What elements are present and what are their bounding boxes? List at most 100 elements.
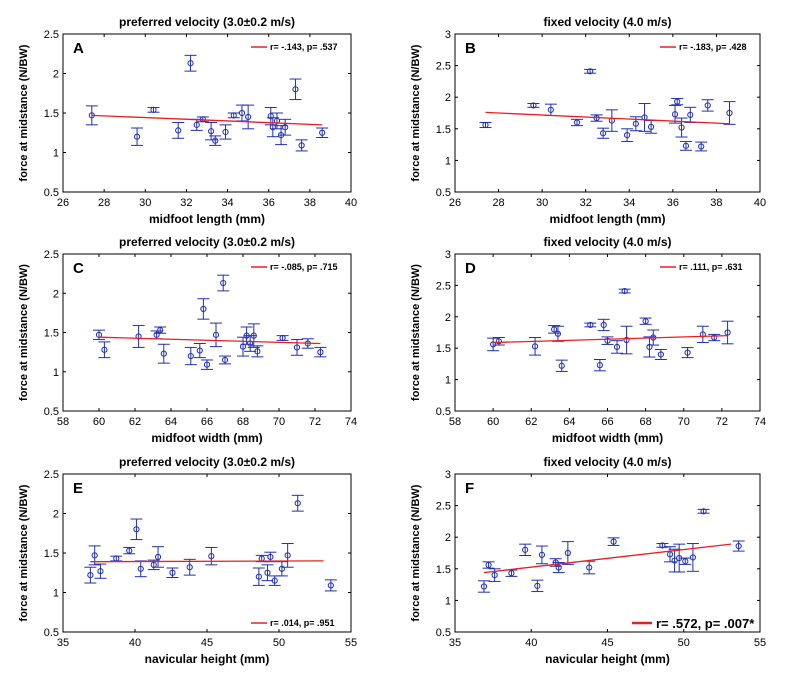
marker (551, 326, 558, 333)
data-point (193, 342, 206, 359)
data-point (184, 346, 197, 366)
marker (126, 547, 133, 554)
data-point (242, 104, 255, 130)
marker (530, 102, 537, 109)
panel-d: 58 60 62 64 66 68 70 72 74 0.5 1 1.5 2 2.5 3 fixed velo… (410, 235, 766, 445)
marker (135, 333, 142, 340)
legend: r= .572, p= .007* (632, 616, 755, 631)
y-tick-label: 3 (445, 469, 451, 481)
marker (554, 330, 562, 337)
data-point (519, 543, 532, 557)
x-tick-label: 40 (129, 637, 141, 649)
marker (97, 568, 104, 575)
y-axis-label: force at midstance (N/BW) (18, 44, 30, 181)
data-point (584, 321, 597, 329)
marker (704, 102, 711, 109)
y-tick-label: 0.5 (44, 627, 59, 639)
marker (160, 350, 167, 357)
y-tick-label: 1.5 (44, 108, 59, 120)
marker (531, 343, 539, 350)
marker (267, 113, 274, 120)
panel-letter: B (465, 40, 476, 57)
x-tick-label: 62 (525, 416, 537, 428)
legend-label: r= -.085, p= .715 (270, 262, 338, 272)
panel-letter: E (73, 480, 83, 497)
marker (596, 362, 603, 369)
marker (255, 573, 262, 580)
data-point (205, 546, 218, 566)
data-point (605, 109, 618, 132)
data-point (629, 116, 642, 132)
data-point (295, 139, 308, 152)
marker (534, 582, 541, 589)
x-tick-label: 68 (237, 416, 249, 428)
marker (508, 570, 515, 577)
y-tick-label: 2 (445, 92, 451, 104)
x-tick-label: 30 (536, 197, 548, 209)
panel-c: 58 60 62 64 66 68 70 72 74 0.5 1 1.5 2 2.5 preferred v… (18, 235, 357, 445)
marker (186, 564, 193, 571)
marker (613, 343, 621, 351)
y-tick-label: 1 (53, 588, 59, 600)
x-tick-label: 34 (623, 197, 635, 209)
marker (150, 106, 157, 113)
marker (682, 142, 690, 149)
marker (293, 344, 301, 351)
data-point (219, 355, 231, 365)
data-point (479, 121, 492, 129)
data-point (671, 97, 684, 106)
data-point (527, 102, 540, 109)
marker (538, 551, 546, 558)
marker (621, 287, 628, 295)
data-point (681, 347, 694, 359)
data-point (555, 359, 568, 372)
marker (157, 327, 164, 334)
data-point (701, 99, 714, 112)
x-tick-label: 28 (98, 197, 110, 209)
x-axis-label: midfoot width (mm) (552, 431, 663, 445)
marker (678, 124, 685, 131)
data-point (597, 318, 610, 332)
data-point (152, 546, 165, 568)
marker (298, 142, 305, 149)
marker (564, 549, 571, 557)
x-axis-label: midfoot width (mm) (151, 431, 262, 445)
data-point (621, 128, 634, 142)
x-tick-label: 40 (754, 197, 766, 209)
panel-e: 35 40 45 50 55 0.5 1 1.5 2 2.5 preferred velocity … (18, 455, 357, 666)
marker (586, 68, 594, 75)
marker (522, 546, 529, 553)
x-tick-label: 50 (273, 637, 285, 649)
x-tick-label: 30 (139, 197, 151, 209)
marker (294, 500, 301, 507)
y-tick-label: 2 (445, 312, 451, 324)
marker (264, 569, 271, 576)
legend-label: r= .111, p= .631 (679, 262, 743, 272)
data-point (618, 287, 631, 295)
marker (490, 341, 497, 348)
marker (700, 508, 707, 515)
marker (200, 305, 207, 313)
marker (555, 564, 562, 571)
x-tick-label: 32 (180, 197, 192, 209)
x-axis-label: navicular height (mm) (545, 652, 670, 666)
data-point (289, 78, 302, 101)
x-tick-label: 70 (678, 416, 690, 428)
marker (698, 143, 705, 150)
marker (632, 120, 639, 127)
marker (187, 60, 194, 67)
marker (208, 128, 215, 135)
marker (245, 113, 252, 121)
x-tick-label: 58 (449, 416, 461, 428)
x-tick-label: 38 (710, 197, 722, 209)
x-tick-label: 62 (129, 416, 141, 428)
data-point (639, 317, 652, 325)
fit-line (90, 560, 324, 563)
panel-b: 26 28 30 32 34 36 38 40 0.5 1 1.5 2 2.5 3 fixed veloci… (410, 15, 766, 226)
marker (587, 321, 594, 329)
plot-area (454, 473, 761, 633)
legend: r= -.183, p= .428 (660, 42, 747, 52)
x-tick-label: 60 (487, 416, 499, 428)
data-point (227, 112, 240, 119)
